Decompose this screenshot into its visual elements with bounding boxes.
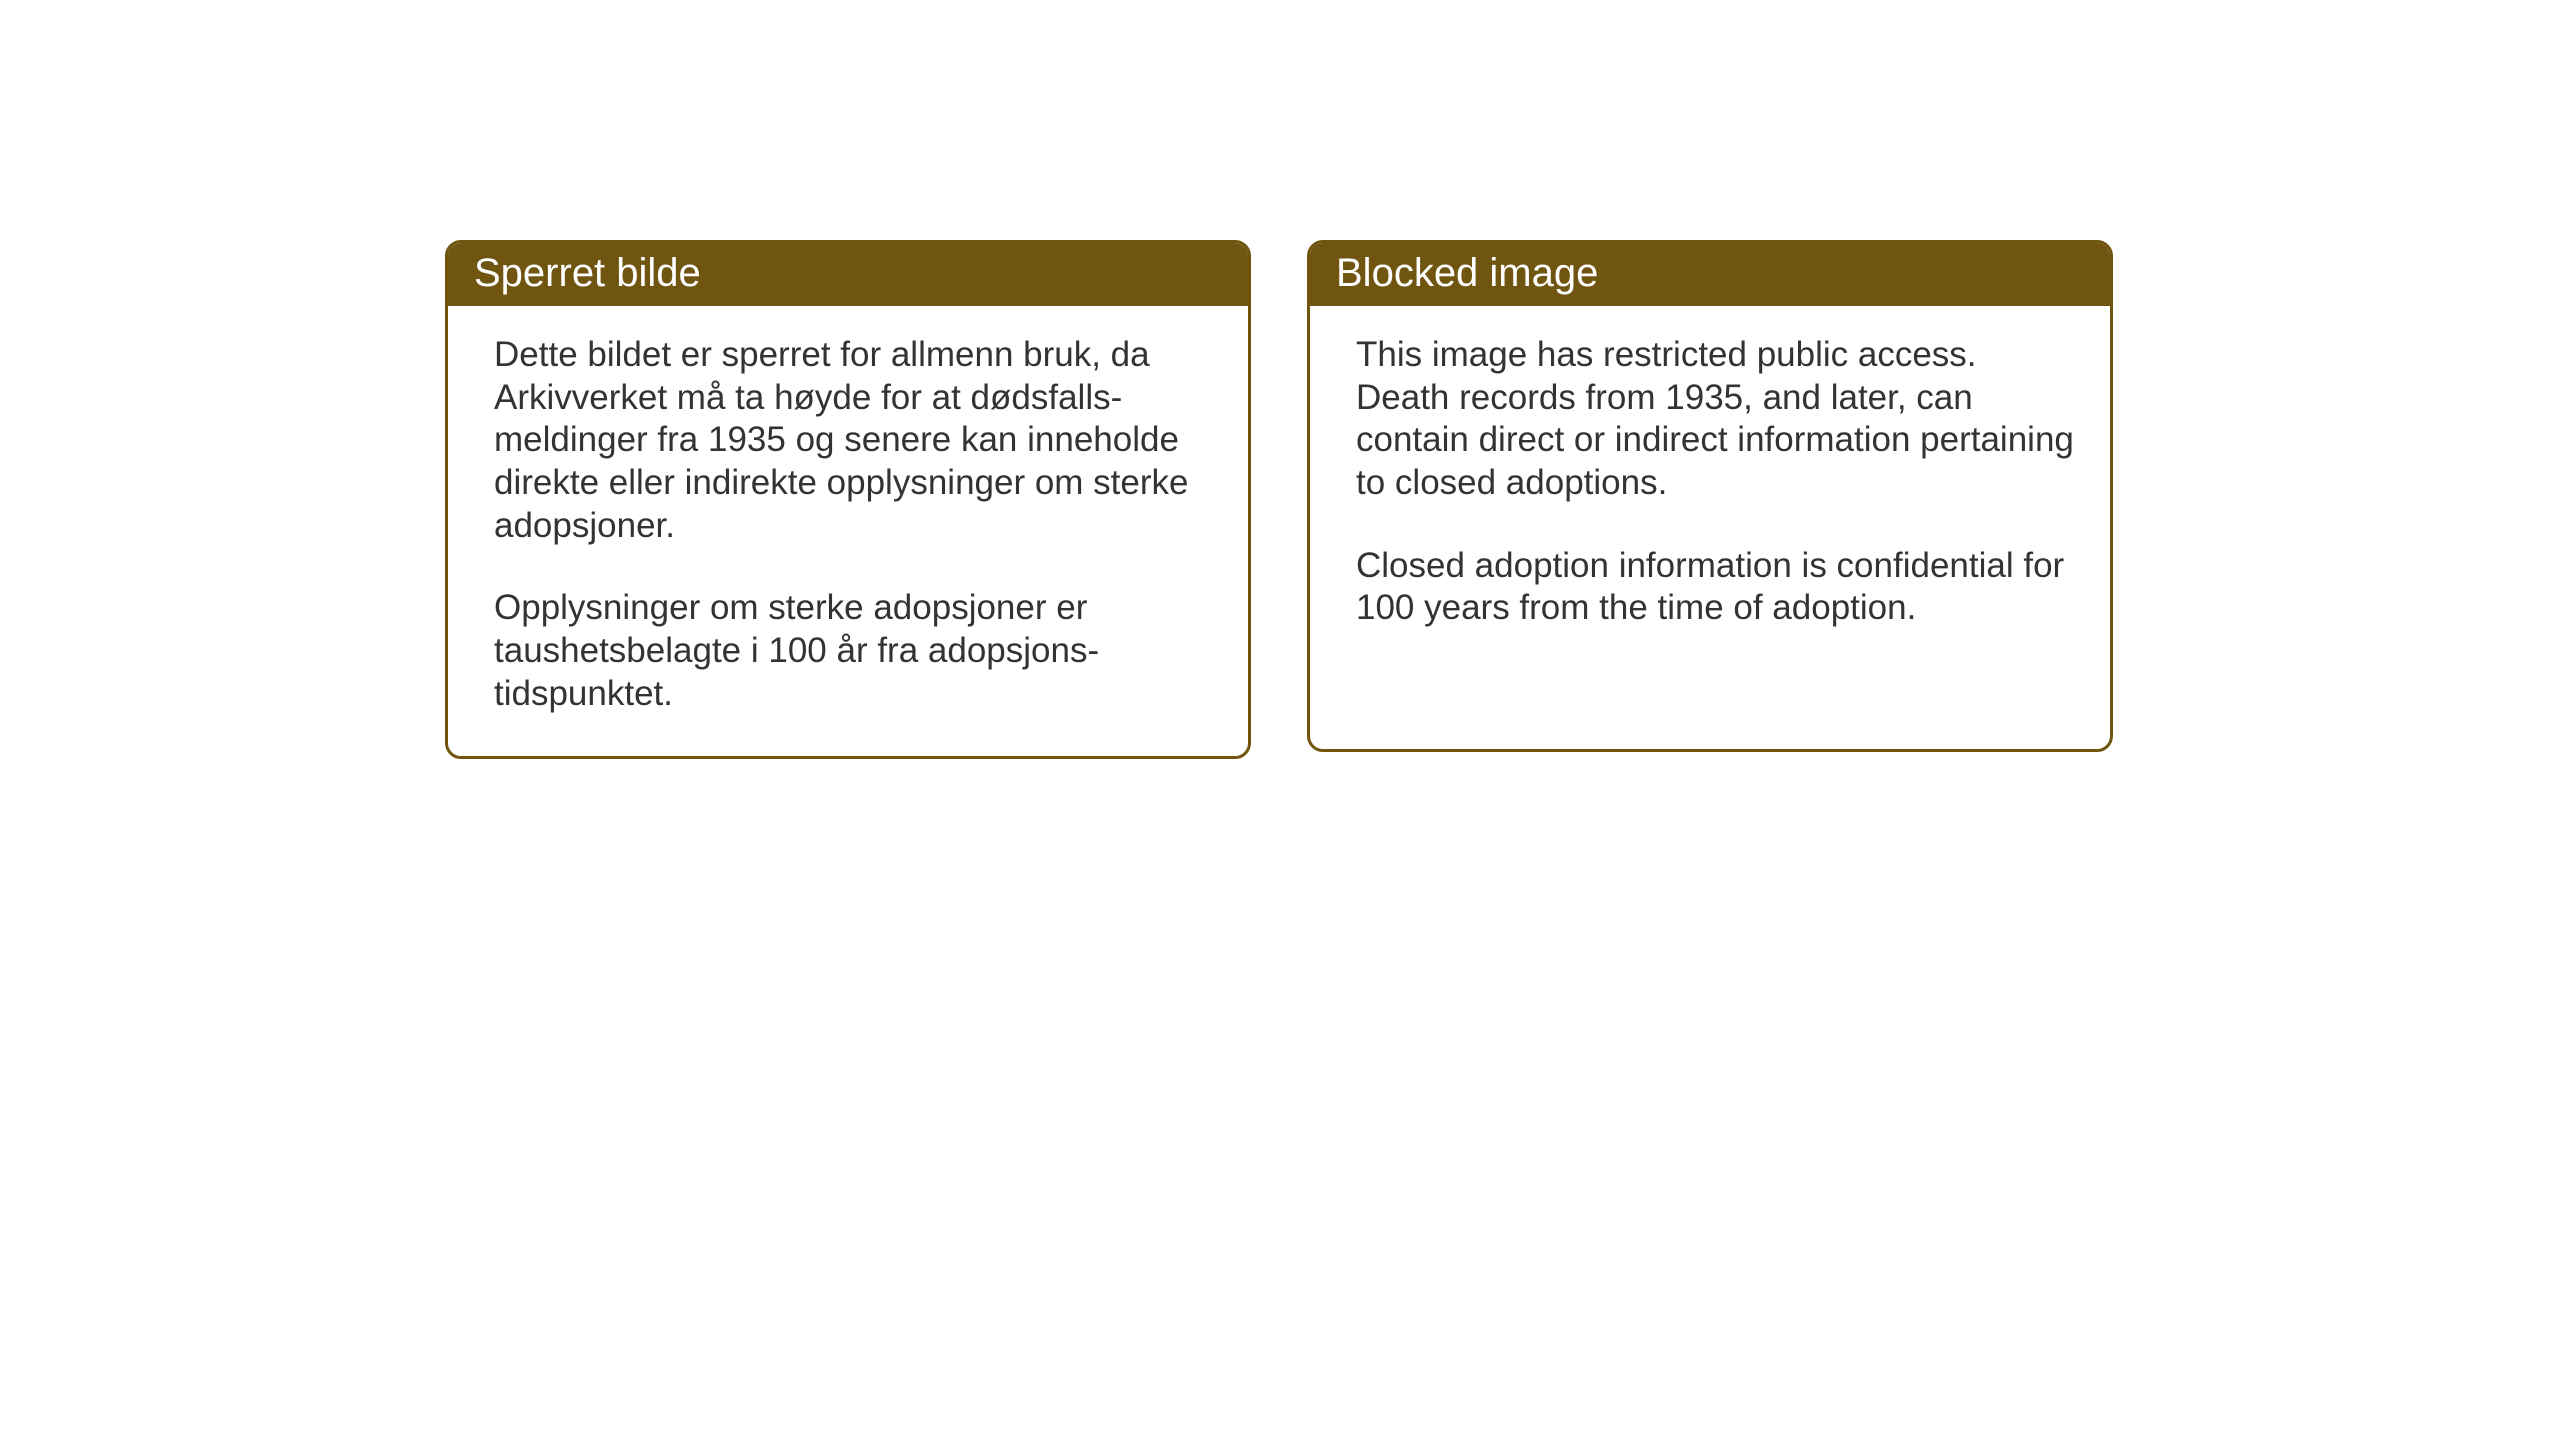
notice-header-english: Blocked image xyxy=(1310,243,2110,306)
notice-paragraph: This image has restricted public access.… xyxy=(1356,334,2074,505)
notice-body-english: This image has restricted public access.… xyxy=(1310,306,2110,670)
notice-box-norwegian: Sperret bilde Dette bildet er sperret fo… xyxy=(445,240,1251,759)
notice-container: Sperret bilde Dette bildet er sperret fo… xyxy=(445,240,2113,759)
notice-paragraph: Dette bildet er sperret for allmenn bruk… xyxy=(494,334,1212,547)
notice-body-norwegian: Dette bildet er sperret for allmenn bruk… xyxy=(448,306,1248,756)
notice-title-norwegian: Sperret bilde xyxy=(474,251,701,295)
notice-box-english: Blocked image This image has restricted … xyxy=(1307,240,2113,752)
notice-title-english: Blocked image xyxy=(1336,251,1598,295)
notice-paragraph: Closed adoption information is confident… xyxy=(1356,545,2074,630)
notice-header-norwegian: Sperret bilde xyxy=(448,243,1248,306)
notice-paragraph: Opplysninger om sterke adopsjoner er tau… xyxy=(494,587,1212,715)
